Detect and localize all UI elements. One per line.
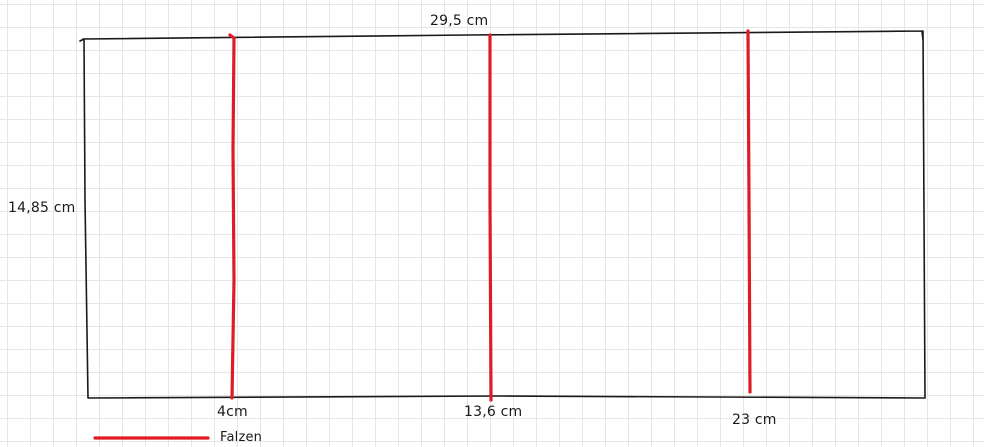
width-label: 29,5 cm: [430, 13, 489, 29]
fold-line-1: [228, 33, 236, 400]
legend-label: Falzen: [220, 430, 263, 445]
fold-1-position-label: 4cm: [217, 404, 248, 420]
sheet-outline: [79, 30, 926, 399]
height-label: 14,85 cm: [8, 200, 76, 216]
fold-2-position-label: 13,6 cm: [464, 404, 523, 420]
fold-line-3: [746, 29, 752, 394]
fold-line-2: [488, 33, 493, 402]
fold-3-position-label: 23 cm: [732, 412, 777, 428]
